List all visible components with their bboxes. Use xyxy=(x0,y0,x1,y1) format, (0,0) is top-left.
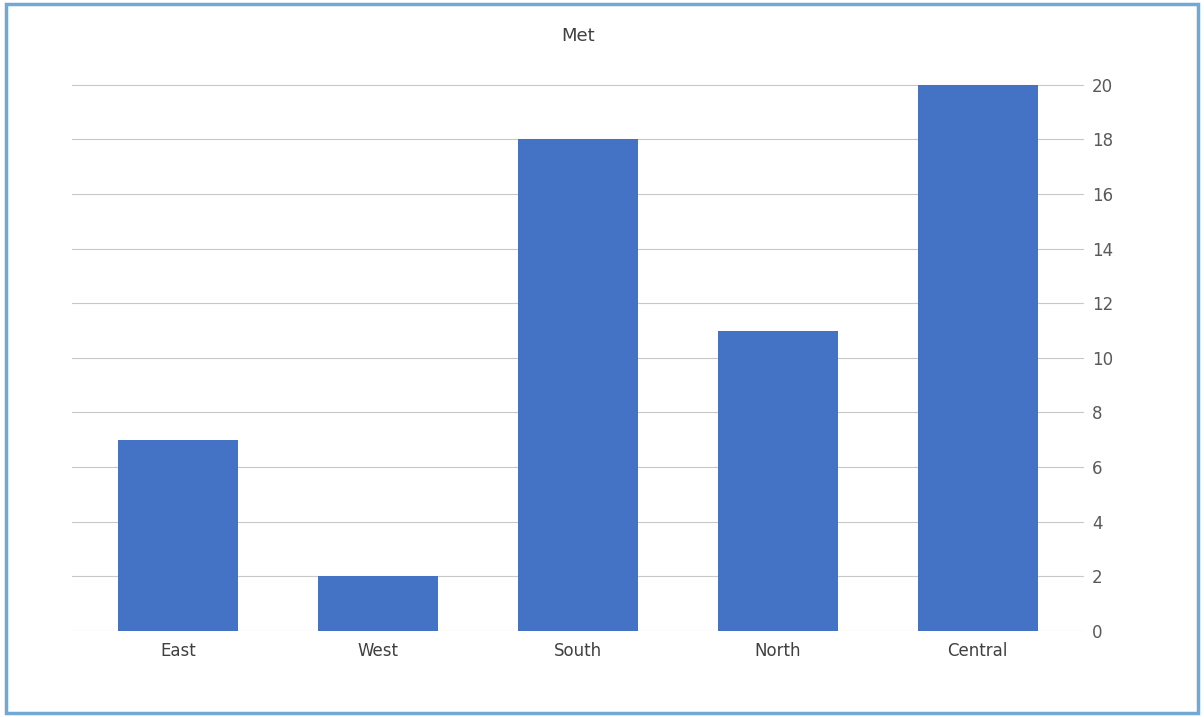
Bar xyxy=(118,440,238,631)
Bar xyxy=(917,85,1038,631)
Bar xyxy=(718,331,838,631)
Title: Met: Met xyxy=(561,27,595,44)
Bar xyxy=(318,576,438,631)
Bar xyxy=(518,139,638,631)
